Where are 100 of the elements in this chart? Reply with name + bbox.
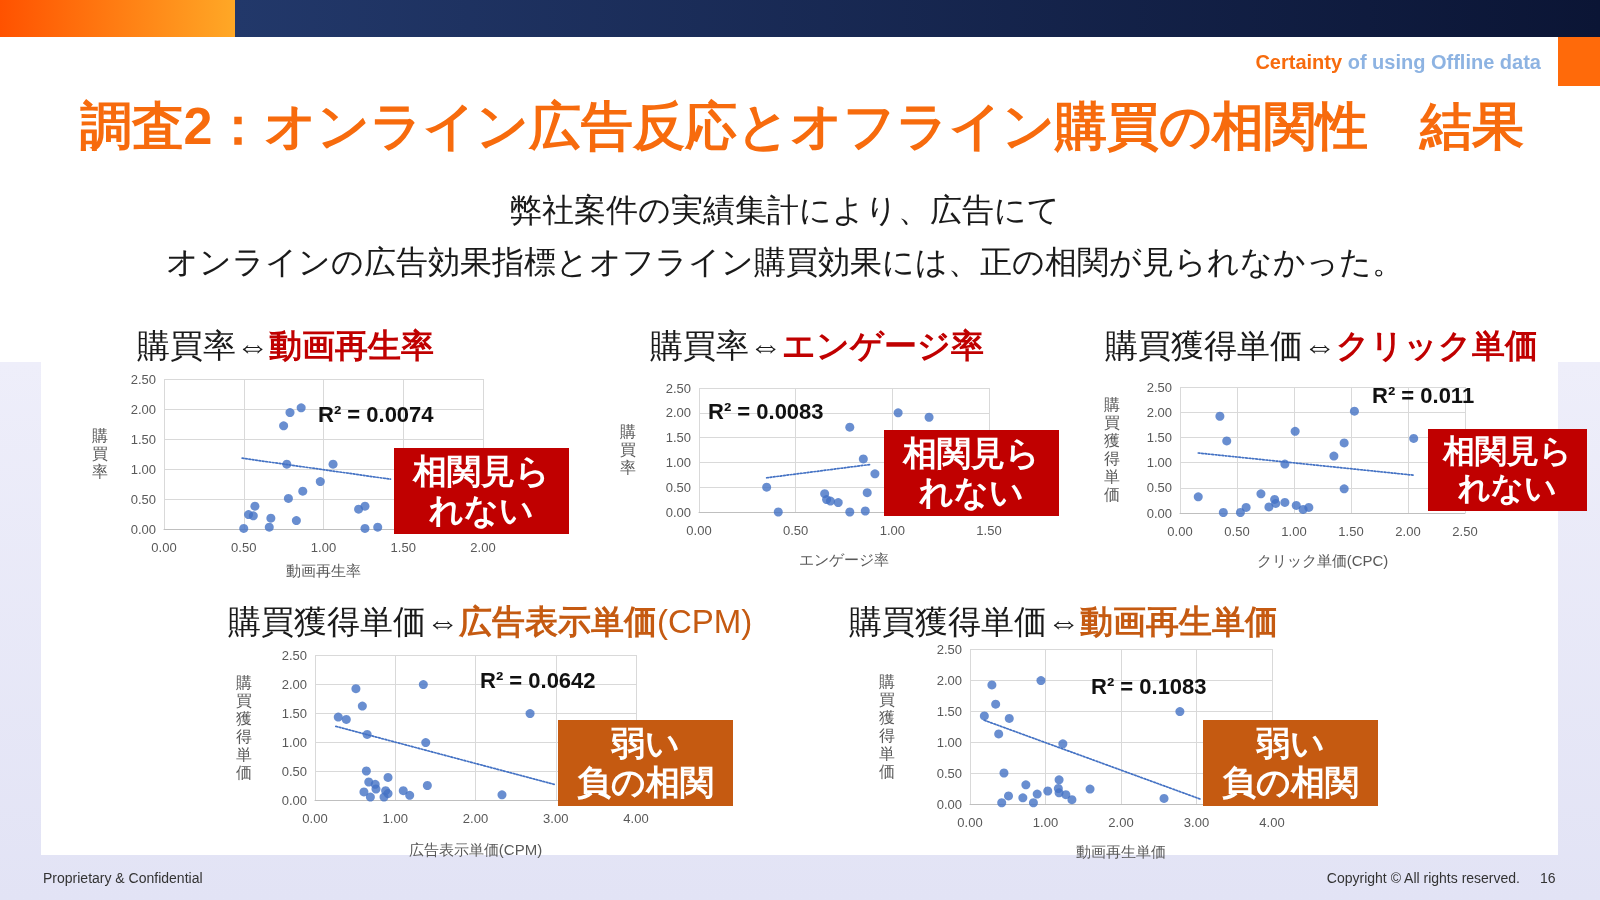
point [1058, 739, 1068, 749]
y-tick-label: 1.50 [1146, 429, 1172, 445]
point [833, 498, 843, 508]
point [359, 787, 369, 797]
point [994, 729, 1004, 739]
point [773, 507, 783, 517]
point [1028, 798, 1038, 808]
y-tick-label: 0.50 [1146, 480, 1172, 496]
point [354, 504, 364, 514]
point [1004, 713, 1014, 723]
point [333, 712, 343, 722]
x-axis-title: 動画再生率 [286, 562, 361, 579]
chart-title: 購買獲得単価⇔広告表示単価(CPM) [228, 603, 753, 640]
x-tick-label: 1.50 [390, 540, 416, 555]
x-tick-label: 0.50 [1224, 524, 1250, 539]
point [418, 680, 428, 690]
x-axis-title: クリック単価(CPC) [1256, 552, 1389, 569]
point [845, 507, 855, 517]
y-tick-label: 1.00 [1146, 455, 1172, 471]
y-tick-label: 0.50 [281, 763, 307, 779]
point [291, 516, 301, 526]
text: 16 [1540, 870, 1556, 887]
point [1409, 433, 1419, 443]
point [1018, 793, 1028, 803]
y-tick-label: 0.00 [936, 796, 962, 812]
point [421, 738, 431, 748]
point [1067, 795, 1077, 805]
x-tick-label: 3.00 [1183, 815, 1210, 830]
annotation: 相関見られない [412, 452, 552, 531]
y-tick-label: 2.50 [281, 647, 307, 663]
point [987, 680, 997, 690]
point [298, 486, 308, 496]
text: 弊社案件の実績集計により、広告にて [510, 191, 1060, 230]
annotation: R² = 0.011 [1372, 383, 1475, 409]
point [362, 729, 372, 739]
point [1291, 500, 1301, 510]
annotation: 相関見られない [1442, 433, 1574, 507]
point [383, 772, 393, 782]
y-tick-label: 1.50 [130, 431, 156, 447]
point [360, 523, 370, 533]
point [264, 522, 274, 532]
point [1256, 489, 1266, 499]
y-tick-label: 1.50 [665, 430, 691, 446]
point [991, 699, 1001, 709]
point [999, 768, 1009, 778]
point [1304, 502, 1314, 512]
y-tick-label: 0.50 [936, 765, 962, 781]
x-tick-label: 2.00 [1108, 815, 1134, 830]
y-tick-label: 0.00 [281, 792, 307, 808]
y-axis-title: 購買獲得単価 [1103, 396, 1121, 504]
x-tick-label: 1.00 [1032, 815, 1059, 830]
point [1021, 780, 1031, 790]
point [1215, 411, 1225, 421]
annotation: R² = 0.0083 [708, 399, 824, 425]
y-tick-label: 1.00 [130, 461, 156, 477]
point [858, 454, 868, 464]
y-tick-label: 2.50 [665, 380, 691, 396]
x-tick-label: 1.50 [1338, 524, 1364, 539]
y-tick-label: 1.00 [936, 734, 962, 750]
point [1036, 676, 1046, 686]
x-tick-label: 1.00 [879, 523, 905, 538]
point [373, 522, 383, 532]
text: Proprietary & Confidential [43, 870, 203, 887]
point [1339, 438, 1349, 448]
y-axis-title: 購買獲得単価 [235, 674, 253, 782]
point [398, 786, 408, 796]
point [282, 459, 292, 469]
chart-title: 購買獲得単価⇔動画再生単価 [849, 603, 1278, 640]
point [862, 488, 872, 498]
point [860, 506, 870, 516]
y-tick-label: 1.00 [665, 454, 691, 470]
point [1032, 789, 1042, 799]
text: 調査2：オンライン広告反応とオフライン購買の相関性 結果 [79, 96, 1525, 157]
chart-title: 購買率⇔エンゲージ率 [650, 327, 984, 364]
y-tick-label: 2.00 [1146, 404, 1172, 420]
point [1218, 508, 1228, 517]
point [1290, 426, 1300, 436]
y-tick-label: 1.50 [281, 705, 307, 721]
point [1280, 459, 1290, 469]
point [1222, 436, 1232, 446]
point [239, 523, 249, 533]
point [1235, 508, 1245, 517]
x-tick-label: 0.00 [686, 523, 712, 538]
x-tick-label: 4.00 [1259, 815, 1285, 830]
chart-title: 購買獲得単価⇔クリック単価 [1105, 327, 1538, 364]
y-tick-label: 2.00 [936, 672, 962, 688]
point [248, 511, 258, 521]
point [1329, 451, 1339, 461]
point [315, 477, 325, 487]
annotation: R² = 0.1083 [1091, 674, 1207, 700]
point [250, 501, 260, 511]
text: Copyright © All rights reserved. [1326, 870, 1520, 887]
x-tick-label: 1.50 [976, 523, 1002, 538]
x-tick-label: 2.00 [462, 811, 489, 826]
point [296, 403, 306, 413]
y-tick-label: 0.00 [1146, 505, 1172, 521]
point [979, 711, 989, 721]
point [283, 493, 293, 503]
point [365, 792, 375, 802]
point [1339, 484, 1349, 494]
